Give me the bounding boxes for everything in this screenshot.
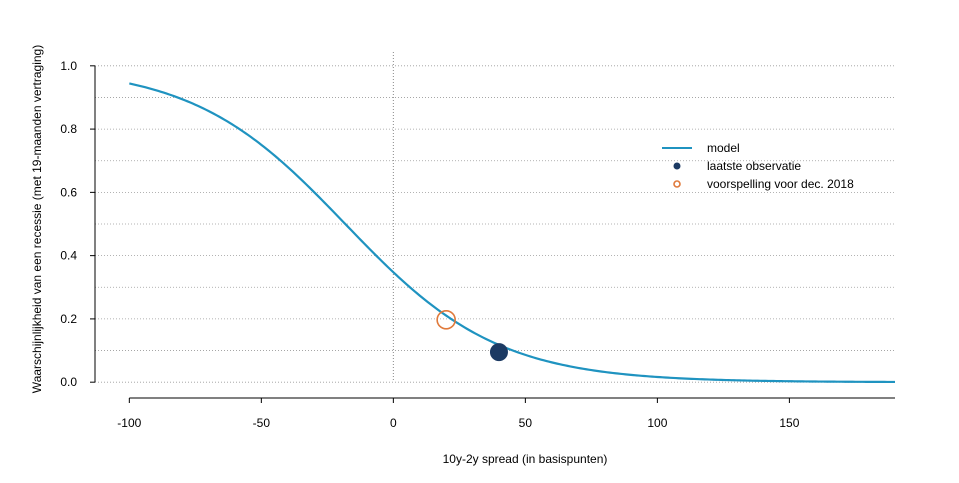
x-axis: -100 -50 0 50 100 150 <box>117 397 895 430</box>
y-tick-label: 0.6 <box>60 185 77 199</box>
y-tick-label: 1.0 <box>60 59 77 73</box>
y-tick-label: 0.2 <box>60 312 77 326</box>
x-tick-label: 50 <box>519 416 533 430</box>
y-tick-label: 0.8 <box>60 122 77 136</box>
x-tick-label: -50 <box>253 416 271 430</box>
legend-forecast-swatch <box>673 180 681 188</box>
legend-label-last-observation: laatste observatie <box>707 159 801 173</box>
gridlines <box>95 65 895 383</box>
x-tick-label: 100 <box>647 416 667 430</box>
last-observation-point <box>489 343 508 362</box>
y-tick-label: 0.4 <box>60 249 77 263</box>
legend-label-forecast: voorspelling voor dec. 2018 <box>707 177 854 191</box>
y-axis: 0.0 0.2 0.4 0.6 0.8 1.0 <box>60 59 96 389</box>
model-line <box>129 82 896 384</box>
y-tick-label: 0.0 <box>60 375 77 389</box>
x-tick-label: 0 <box>390 416 397 430</box>
x-tick-label: 150 <box>779 416 799 430</box>
y-axis-title: Waarschijnlijkheid van een recessie (met… <box>30 45 44 393</box>
legend: model laatste observatie voorspelling vo… <box>662 141 854 191</box>
forecast-point <box>436 310 456 330</box>
x-tick-label: -100 <box>117 416 141 430</box>
legend-last-observation-swatch <box>673 162 681 170</box>
legend-label-model: model <box>707 141 740 155</box>
x-axis-title: 10y-2y spread (in basispunten) <box>443 452 608 466</box>
